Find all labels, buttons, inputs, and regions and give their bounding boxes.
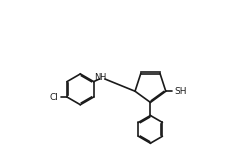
Text: Cl: Cl bbox=[50, 93, 58, 101]
Text: H: H bbox=[99, 73, 105, 82]
Text: SH: SH bbox=[175, 87, 187, 96]
Text: N: N bbox=[94, 73, 100, 82]
